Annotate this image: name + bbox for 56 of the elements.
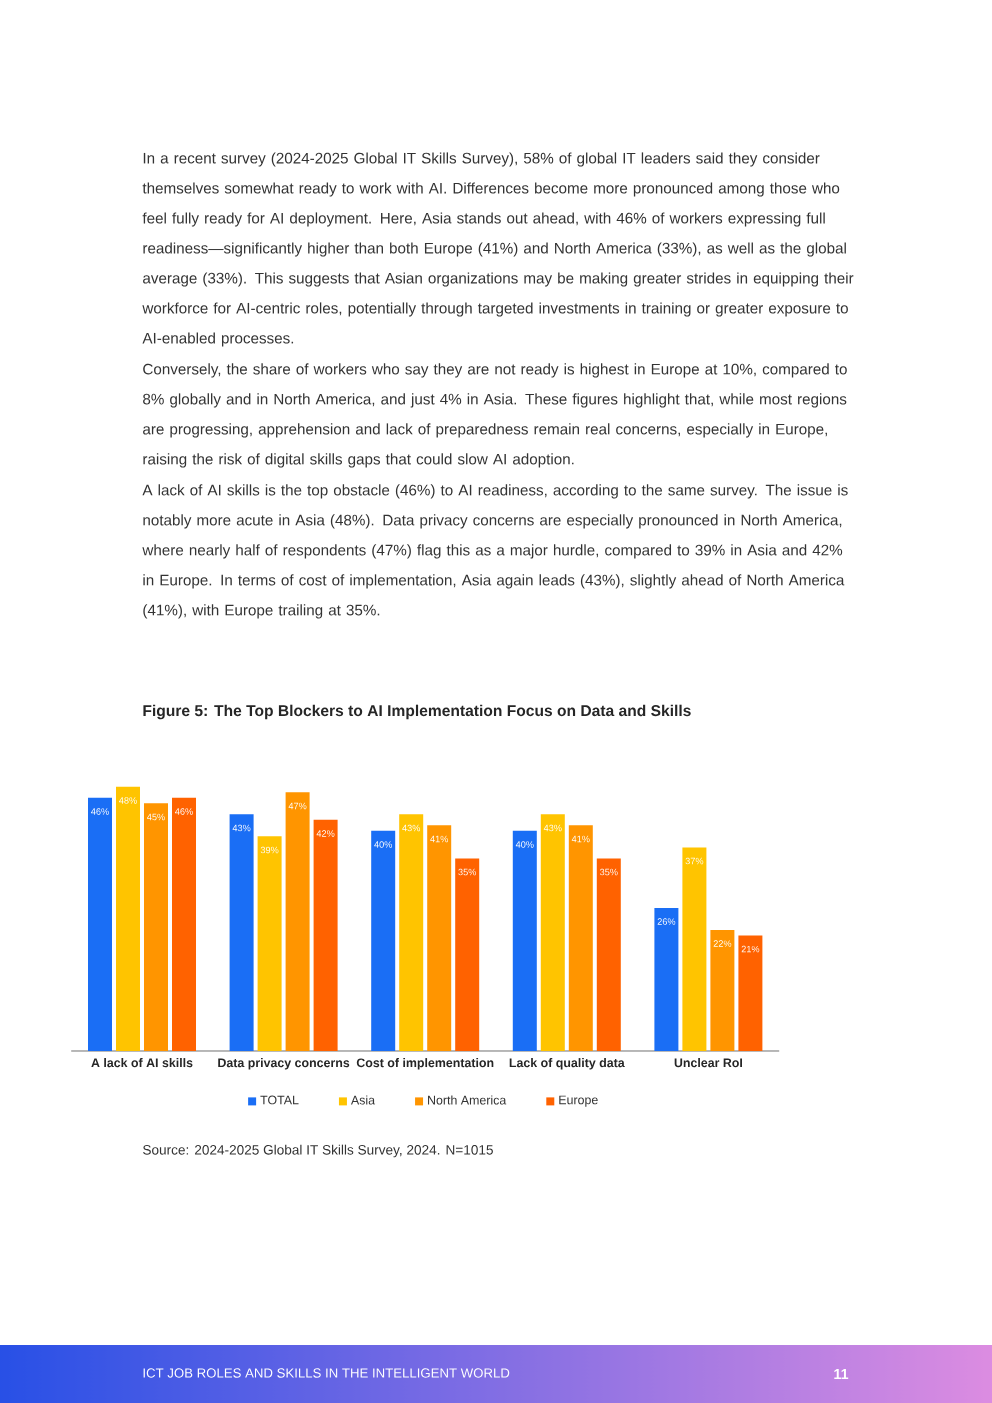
bar — [427, 825, 452, 1051]
data-label: 46% — [175, 808, 193, 815]
data-label: 45% — [147, 813, 165, 821]
data-label: 42% — [316, 830, 335, 837]
bar — [738, 935, 763, 1051]
data-label: 46% — [91, 808, 109, 815]
bar — [144, 803, 168, 1051]
data-label: 39% — [260, 846, 279, 854]
bar — [455, 858, 480, 1051]
data-label: 48% — [119, 797, 137, 804]
data-label: 43% — [543, 824, 562, 832]
bar — [399, 814, 424, 1051]
bar — [654, 907, 679, 1051]
text: A lack of AI skills is the top obstacle (46%) to AI readiness, according to the same survey. The issue is notably more acute in Asia (48%). Data privacy concerns are especially pronounced in North America, where nearly half of respondents (47%) flag this as a major hurdle, compared to 39% in Asia and 42% in Europe. In terms of cost of implementation, Asia again leads (43%), slightly ahead of North America (41%), with Europe trailing at 35%. — [142, 484, 848, 619]
x-tick-label: Data privacy concerns — [218, 1058, 350, 1070]
data-label: 43% — [232, 824, 251, 832]
data-label: 26% — [657, 918, 676, 925]
bar — [512, 830, 537, 1051]
bar — [682, 847, 707, 1051]
bar — [116, 786, 140, 1051]
bar — [88, 797, 112, 1051]
text: Conversely, the share of workers who say they are not ready is highest in Europe at 10%, compared to 8% globally and in North America, and just 4% in Asia. These figures highlight that, while most regions are progressing, apprehension and lack of preparedness remain real concerns, especially in Europe, raising the risk of digital skills gaps that could slow AI adoption. — [143, 363, 847, 468]
bar — [313, 819, 338, 1051]
text: In a recent survey (2024-2025 Global IT Skills Survey), 58% of global IT leaders said they consider themselves somewhat ready to work with AI. Differences become more pronounced among those who feel fully ready for AI deployment. Here, Asia stands out ahead, with 46% of workers expressing full readiness—significantly higher than both Europe (41%) and North America (33%), as well as the global average (33%). This suggests that Asian organizations may be making greater strides in equipping their workforce for AI-centric roles, potentially through targeted investments in training or greater exposure to AI-enabled processes. — [142, 152, 854, 347]
data-label: 43% — [402, 824, 421, 832]
bar — [371, 830, 396, 1051]
x-tick-label: Unclear RoI — [674, 1058, 742, 1068]
data-label: 35% — [458, 868, 477, 876]
bar — [596, 858, 621, 1051]
data-label: 40% — [374, 841, 393, 848]
legend-label: TOTAL — [260, 1095, 299, 1105]
x-tick-label: A lack of AI skills — [91, 1058, 193, 1068]
data-label: 35% — [599, 868, 618, 876]
bar — [229, 814, 254, 1051]
source-note: Source: 2024-2025 Global IT Skills Survey, 2024. N=1015 — [143, 1144, 493, 1158]
data-label: 37% — [685, 857, 704, 865]
legend-label: North America — [428, 1095, 507, 1105]
data-label: 40% — [515, 841, 534, 848]
bar — [285, 792, 310, 1051]
bar — [710, 929, 735, 1051]
data-label: 41% — [571, 835, 590, 843]
data-label: 47% — [288, 802, 307, 810]
data-label: 21% — [741, 945, 760, 953]
bar — [540, 814, 565, 1051]
text: ICT JOB ROLES AND SKILLS IN THE INTELLIGENT WORLD — [143, 1368, 510, 1378]
x-tick-label: Cost of implementation — [356, 1058, 494, 1070]
data-label: 41% — [430, 835, 449, 843]
text: 11 — [834, 1369, 849, 1379]
x-tick-label: Lack of quality data — [509, 1058, 625, 1070]
legend-label: Europe — [559, 1095, 598, 1107]
chart-title: Figure 5: The Top Blockers to AI Implementation Focus on Data and Skills — [143, 704, 691, 720]
bar — [257, 836, 282, 1051]
bar — [172, 797, 196, 1051]
bar — [568, 825, 593, 1051]
legend-label: Asia — [350, 1095, 376, 1105]
data-label: 22% — [713, 940, 732, 947]
